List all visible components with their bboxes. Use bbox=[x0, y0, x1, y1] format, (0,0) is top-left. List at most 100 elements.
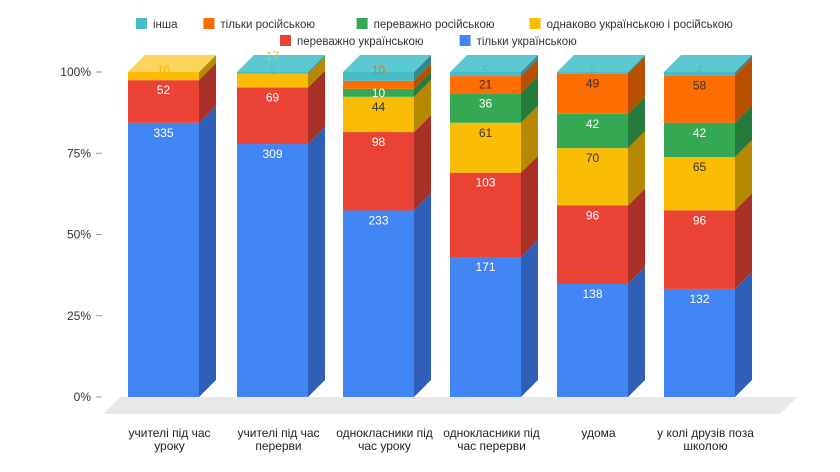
data-labels: 3355230969233984410111711036136211389670… bbox=[153, 49, 709, 306]
bar-top-face bbox=[343, 55, 431, 72]
bar-segment-side bbox=[414, 79, 431, 133]
legend-label: інша bbox=[153, 19, 178, 31]
y-tick-label: 50% bbox=[67, 228, 91, 242]
legend-swatch bbox=[280, 35, 291, 46]
x-tick-label: час перерви bbox=[457, 439, 526, 453]
bar-stack bbox=[450, 55, 538, 397]
bar-top-face bbox=[237, 55, 325, 72]
legend: інша тільки російською переважно російсько… bbox=[136, 18, 733, 48]
data-label: 65 bbox=[693, 160, 707, 174]
y-tick-label: 100% bbox=[60, 65, 91, 79]
data-label: 11 bbox=[372, 69, 385, 83]
bar-segment bbox=[237, 87, 308, 145]
bar-segment-side bbox=[735, 271, 752, 397]
legend-swatch bbox=[356, 18, 368, 29]
x-tick-label: учителі під час bbox=[237, 426, 319, 440]
bar-top-face bbox=[557, 55, 645, 72]
bar-segment-side bbox=[628, 267, 645, 397]
bar-segment-side bbox=[199, 63, 216, 123]
bar-segment bbox=[237, 73, 308, 88]
x-tick-label: школою bbox=[683, 439, 727, 453]
bar-segment-side bbox=[628, 96, 645, 149]
bar-segment bbox=[450, 172, 521, 258]
legend-swatch bbox=[203, 18, 215, 29]
bar-segment bbox=[343, 72, 414, 81]
bar-segment bbox=[128, 72, 199, 81]
bar-segment-side bbox=[628, 131, 645, 206]
legend-item: переважно російською bbox=[356, 18, 495, 31]
bar-top-face bbox=[128, 55, 216, 72]
data-label: 132 bbox=[689, 292, 709, 306]
bar-segment bbox=[664, 122, 735, 158]
data-label: 42 bbox=[586, 117, 600, 131]
data-label: 309 bbox=[262, 147, 282, 161]
bar-stack bbox=[128, 55, 216, 397]
legend-item: інша bbox=[136, 18, 178, 31]
legend-label: переважно російською bbox=[374, 19, 495, 31]
data-label: 21 bbox=[479, 78, 493, 92]
bar-segment-side bbox=[628, 56, 645, 114]
data-label: 36 bbox=[479, 96, 493, 110]
legend-label: переважно українською bbox=[297, 36, 424, 48]
bar-segment bbox=[557, 73, 628, 114]
bar-segment-side bbox=[199, 105, 216, 397]
bar-segment bbox=[343, 210, 414, 397]
x-tick-label: учителі під час bbox=[128, 426, 210, 440]
bar-segment bbox=[557, 205, 628, 285]
y-tick-label: 75% bbox=[67, 146, 91, 160]
bar-top-face bbox=[450, 55, 538, 72]
bar-segment bbox=[557, 284, 628, 397]
bar-segment-side bbox=[628, 188, 645, 285]
legend-item: тільки російською bbox=[203, 18, 315, 31]
data-label: 96 bbox=[586, 208, 600, 222]
bar-segment-side bbox=[521, 59, 538, 94]
bar-stack bbox=[664, 55, 752, 397]
bar-stack bbox=[237, 55, 325, 398]
bar-segment bbox=[557, 113, 628, 149]
bar-segment bbox=[237, 144, 308, 397]
legend-item: однаково українською і російською bbox=[529, 18, 733, 31]
bar-segment bbox=[450, 76, 521, 94]
data-label-small: 5 bbox=[482, 63, 489, 77]
bar-segment-side bbox=[414, 193, 431, 397]
bar-segment-side bbox=[308, 70, 325, 145]
data-label-small: 17 bbox=[266, 49, 280, 63]
bar-segment-side bbox=[308, 56, 325, 88]
data-label: 233 bbox=[368, 213, 388, 227]
bar-segment-side bbox=[735, 193, 752, 289]
y-axis: 0% 25% 50% 75% 100% bbox=[60, 65, 102, 404]
bar-segment-side bbox=[414, 63, 431, 89]
bar-segment bbox=[450, 122, 521, 173]
data-label: 58 bbox=[693, 78, 707, 92]
data-label: 335 bbox=[153, 126, 173, 140]
data-label-small: 2 bbox=[269, 63, 276, 77]
data-label-small: 10 bbox=[372, 63, 386, 77]
data-label: 42 bbox=[693, 126, 707, 140]
x-tick-label: однокласники під bbox=[336, 426, 433, 440]
bar-segment bbox=[450, 93, 521, 123]
bar-segment-side bbox=[521, 240, 538, 397]
data-label: 70 bbox=[586, 151, 600, 165]
data-label: 10 bbox=[372, 86, 386, 100]
bar-segment-side bbox=[414, 55, 431, 81]
bar-segment-side bbox=[735, 140, 752, 211]
bar-segment-side bbox=[521, 155, 538, 258]
legend-swatch bbox=[459, 35, 471, 46]
bar-segment bbox=[343, 96, 414, 133]
bar-segment-side bbox=[308, 127, 325, 398]
x-tick-label: однокласники під bbox=[443, 426, 540, 440]
bar-segment bbox=[664, 157, 735, 211]
bar-segment bbox=[557, 148, 628, 206]
bar-segment-side bbox=[414, 71, 431, 97]
bar-segment bbox=[128, 122, 199, 397]
bar-segment-side bbox=[521, 105, 538, 173]
data-label: 49 bbox=[586, 77, 600, 91]
legend-swatch bbox=[529, 18, 541, 29]
bar-segment-side bbox=[308, 55, 325, 74]
x-tick-label: у колі друзів поза bbox=[657, 426, 754, 440]
x-tick-label: час уроку bbox=[358, 439, 411, 453]
legend-swatch bbox=[136, 18, 147, 29]
data-label: 171 bbox=[475, 260, 495, 274]
x-tick-label: уроку bbox=[154, 439, 185, 453]
